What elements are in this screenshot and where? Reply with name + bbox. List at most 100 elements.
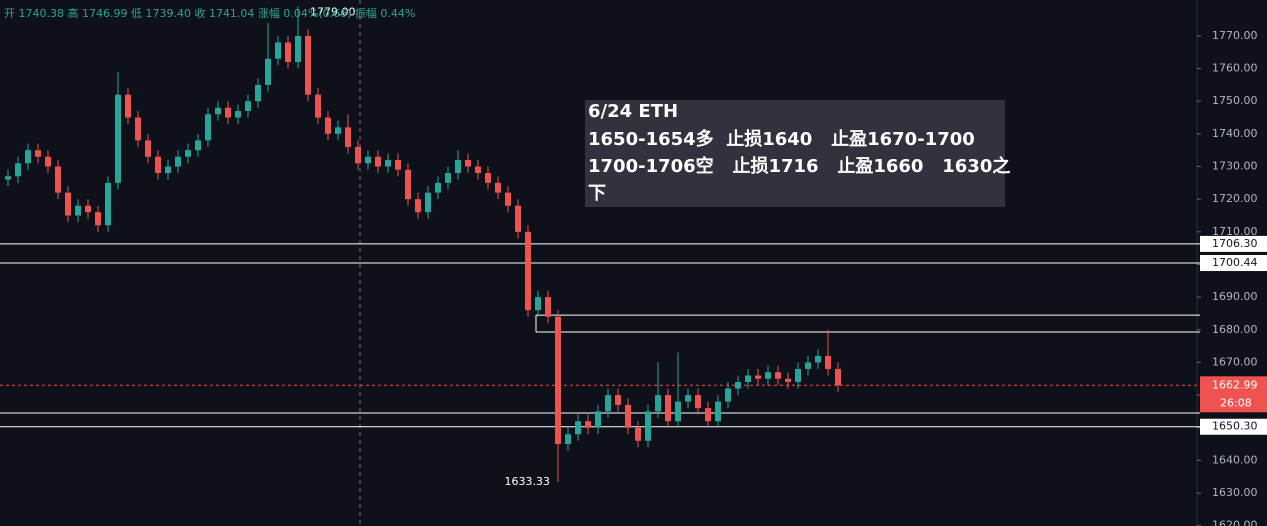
y-tick-label: 1740.00 xyxy=(1212,127,1258,140)
candle-body xyxy=(525,231,531,311)
low-marker: 1633.33 xyxy=(505,475,551,488)
candle-body xyxy=(475,166,481,174)
candle-body xyxy=(405,169,411,200)
level-label-box xyxy=(1200,255,1267,272)
candle-body xyxy=(445,173,451,183)
candle-body xyxy=(365,156,371,164)
candle-body xyxy=(125,94,131,118)
candle-body xyxy=(505,192,511,206)
candle-body xyxy=(145,140,151,157)
candle-body xyxy=(545,297,551,317)
annotation-box xyxy=(585,100,1005,207)
candle-body xyxy=(835,368,841,386)
candle-body xyxy=(455,159,461,174)
candle-body xyxy=(105,182,111,226)
candle-body xyxy=(115,94,121,183)
annotation-line: 1650-1654多 止损1640 止盈1670-1700 xyxy=(588,128,975,150)
candle-body xyxy=(5,176,11,180)
candle-body xyxy=(805,362,811,369)
candle-body xyxy=(295,35,301,63)
y-tick-label: 1720.00 xyxy=(1212,192,1258,205)
candle-body xyxy=(495,182,501,193)
candle-body xyxy=(565,434,571,445)
ohlc-header: 开 1740.38 高 1746.99 低 1739.40 收 1741.04 … xyxy=(4,6,415,20)
high-marker: 1779.00 xyxy=(310,6,356,19)
annotation-line: 下 xyxy=(588,183,606,204)
candle-body xyxy=(825,355,831,369)
candle-body xyxy=(245,101,251,112)
candle-body xyxy=(225,107,231,118)
candle-body xyxy=(235,111,241,118)
y-tick-label: 1680.00 xyxy=(1212,323,1258,336)
candle-body xyxy=(605,395,611,412)
candle-body xyxy=(585,421,591,428)
candle-body xyxy=(45,156,51,167)
candle-body xyxy=(75,205,81,216)
candle-body xyxy=(215,107,221,115)
candle-body xyxy=(285,42,291,63)
last-price-box xyxy=(1200,376,1267,413)
candle-body xyxy=(775,372,781,379)
candle-body xyxy=(785,378,791,383)
candle-body xyxy=(255,84,261,102)
last-price-label: 1662.99 xyxy=(1212,378,1258,391)
candle-body xyxy=(725,388,731,402)
candle-body xyxy=(95,212,101,226)
level-label-box xyxy=(1200,235,1267,252)
candle-body xyxy=(815,355,821,363)
y-tick-label: 1620.00 xyxy=(1212,519,1258,526)
candle-body xyxy=(795,368,801,383)
candle-body xyxy=(175,156,181,167)
candle-body xyxy=(745,375,751,383)
candle-body xyxy=(735,382,741,389)
candle-body xyxy=(335,127,341,134)
candle-body xyxy=(275,42,281,59)
candle-body xyxy=(305,35,311,95)
candle-body xyxy=(755,375,761,379)
candle-body xyxy=(515,205,521,232)
candle-body xyxy=(645,411,651,441)
candle-body xyxy=(665,395,671,422)
candle-body xyxy=(705,408,711,422)
level-label: 1650.30 xyxy=(1212,420,1258,433)
candle-body xyxy=(635,427,641,441)
candle-body xyxy=(35,150,41,157)
candle-body xyxy=(135,117,141,141)
y-tick-label: 1630.00 xyxy=(1212,486,1258,499)
annotation-line: 1700-1706空 止损1716 止盈1660 1630之 xyxy=(588,155,1010,177)
candle-body xyxy=(205,114,211,141)
candle-body xyxy=(685,395,691,402)
level-label-box xyxy=(1200,418,1267,435)
y-tick-label: 1640.00 xyxy=(1212,453,1258,466)
candle-body xyxy=(25,150,31,164)
y-tick-label: 1690.00 xyxy=(1212,290,1258,303)
candle-body xyxy=(395,159,401,170)
candle-body xyxy=(375,156,381,167)
candle-body xyxy=(765,372,771,379)
candle-body xyxy=(595,411,601,428)
candle-body xyxy=(155,156,161,174)
candle-body xyxy=(85,205,91,213)
candle-body xyxy=(555,316,561,445)
candle-body xyxy=(265,58,271,85)
level-label: 1700.44 xyxy=(1212,256,1258,269)
y-tick-label: 1710.00 xyxy=(1212,225,1258,238)
y-tick-label: 1750.00 xyxy=(1212,94,1258,107)
candle-body xyxy=(625,404,631,428)
candle-body xyxy=(465,159,471,167)
candle-body xyxy=(345,127,351,147)
candle-body xyxy=(15,163,21,177)
candle-body xyxy=(55,166,61,193)
candle-body xyxy=(195,140,201,151)
candle-body xyxy=(325,117,331,134)
y-tick-label: 1770.00 xyxy=(1212,29,1258,42)
annotation-line: 6/24 ETH xyxy=(588,101,678,122)
y-tick-label: 1730.00 xyxy=(1212,160,1258,173)
level-label: 1706.30 xyxy=(1212,237,1258,250)
candle-body xyxy=(165,166,171,174)
candle-body xyxy=(695,395,701,409)
candle-body xyxy=(485,173,491,183)
y-tick-label: 1670.00 xyxy=(1212,355,1258,368)
candle-body xyxy=(655,395,661,412)
candle-body xyxy=(715,401,721,422)
